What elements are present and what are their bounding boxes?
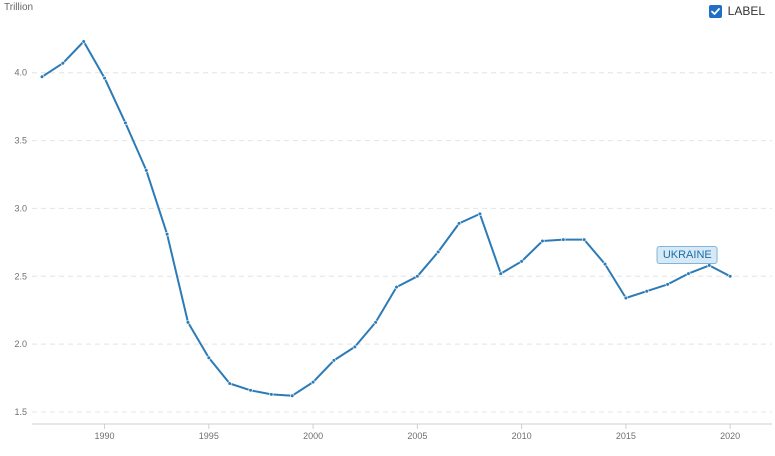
data-point[interactable] [144, 168, 149, 173]
data-point[interactable] [394, 285, 399, 290]
data-point[interactable] [623, 295, 628, 301]
legend[interactable]: LABEL [708, 4, 765, 18]
y-tick-label: 3.5 [14, 136, 27, 146]
y-tick-label: 2.5 [14, 271, 27, 281]
data-point[interactable] [60, 61, 65, 66]
data-point[interactable] [39, 74, 45, 79]
data-point[interactable] [456, 221, 462, 226]
data-point[interactable] [519, 259, 524, 264]
data-point[interactable] [248, 388, 253, 393]
data-point[interactable] [436, 249, 441, 254]
data-point[interactable] [269, 392, 274, 397]
y-axis-unit-label: Trillion [4, 2, 33, 13]
data-point[interactable] [602, 261, 608, 267]
data-point[interactable] [185, 320, 191, 325]
grid-lines [32, 72, 772, 413]
data-point[interactable] [123, 120, 128, 126]
data-point[interactable] [415, 274, 420, 279]
data-point[interactable] [686, 271, 691, 276]
series-line [41, 40, 732, 397]
data-point[interactable] [352, 344, 357, 349]
data-point[interactable] [290, 393, 295, 398]
x-tick-label: 2015 [616, 431, 636, 441]
legend-checkbox[interactable] [708, 4, 722, 18]
data-point[interactable] [498, 271, 503, 276]
data-point[interactable] [206, 355, 211, 360]
data-point[interactable] [561, 237, 566, 242]
checkmark-icon [710, 7, 720, 15]
series-label-tag: UKRAINE [656, 246, 718, 265]
data-point[interactable] [665, 282, 670, 287]
data-point[interactable] [540, 238, 545, 244]
data-point[interactable] [644, 289, 649, 294]
data-point[interactable] [310, 380, 316, 385]
data-point[interactable] [227, 381, 232, 386]
x-tick-label: 2020 [720, 431, 740, 441]
data-point[interactable] [81, 39, 86, 44]
x-tick-label: 1990 [95, 431, 115, 441]
y-tick-label: 3.0 [14, 203, 27, 213]
data-point[interactable] [477, 211, 483, 216]
series-layer [39, 39, 733, 398]
y-axis: 1.5 2.0 2.5 3.0 3.5 4.0 [14, 68, 27, 417]
data-point[interactable] [165, 232, 170, 237]
x-tick-label: 2000 [303, 431, 323, 441]
data-point[interactable] [331, 358, 337, 363]
data-point[interactable] [373, 320, 378, 325]
y-tick-label: 2.0 [14, 339, 27, 349]
x-tick-label: 2010 [512, 431, 532, 441]
x-tick-label: 1995 [199, 431, 219, 441]
data-point[interactable] [102, 76, 107, 81]
data-point[interactable] [728, 274, 733, 279]
legend-label[interactable]: LABEL [727, 4, 765, 18]
y-tick-label: 4.0 [14, 68, 27, 78]
x-tick-label: 2005 [407, 431, 427, 441]
x-axis: 1990 1995 2000 2005 2010 2015 2020 [32, 423, 772, 441]
data-point[interactable] [582, 237, 587, 242]
y-tick-label: 1.5 [14, 407, 27, 417]
